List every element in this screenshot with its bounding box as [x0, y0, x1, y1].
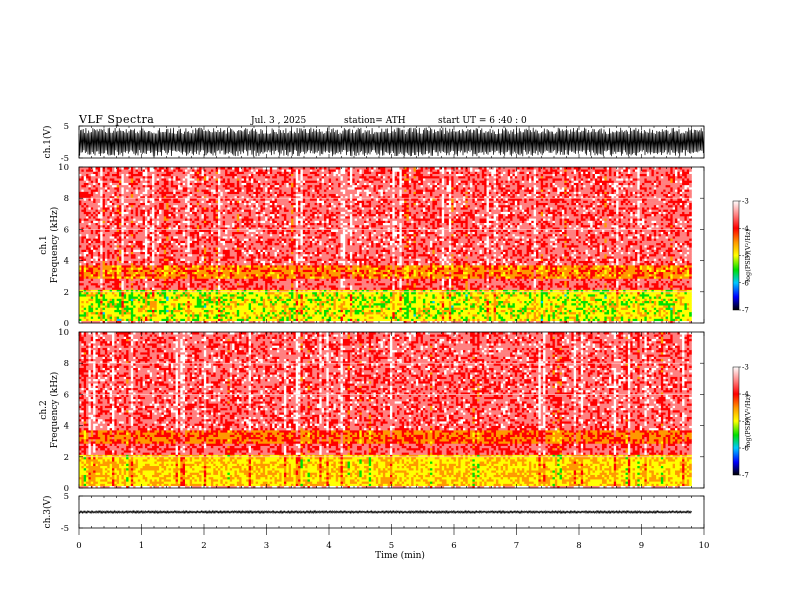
- ch1-spectrogram-ylabel-channel: ch.1: [39, 235, 49, 254]
- ch2-colorbar-tick: -3: [742, 364, 749, 372]
- x-tick-label: 9: [639, 541, 644, 551]
- figure-title: VLF Spectra: [78, 113, 154, 126]
- x-tick-label: 3: [264, 541, 269, 551]
- ch3-waveform-ytick: -5: [61, 524, 69, 534]
- time-axis: 0 1 2 3 4 5 6 7 8 9 10: [76, 528, 709, 551]
- ch1-colorbar-tick: -3: [742, 198, 749, 206]
- ch2-spectrogram-ytick: 6: [64, 390, 69, 400]
- ch2-spectrogram-ylabel-channel: ch.2: [39, 400, 49, 419]
- ch1-colorbar-bar: [733, 201, 739, 310]
- ch1-spectrogram-ytick: 6: [64, 225, 69, 235]
- x-axis-label: Time (min): [375, 550, 425, 561]
- ch2-spectrogram-ytick: 8: [64, 359, 69, 369]
- x-tick-label: 4: [326, 541, 331, 551]
- x-tick-label: 0: [76, 541, 81, 551]
- date-label: Jul. 3 , 2025: [250, 116, 306, 126]
- ch3-waveform-panel: 5 -5 ch.3(V): [42, 492, 704, 534]
- ch1-spectrogram-ylabel: Frequency (kHz): [49, 207, 60, 284]
- ch2-colorbar-bar: [733, 367, 739, 475]
- ch1-spectrogram-ytick: 10: [58, 163, 69, 173]
- vlf-spectra-figure: VLF Spectra Jul. 3 , 2025 station= ATH s…: [0, 0, 792, 612]
- ch1-waveform-trace: [79, 128, 704, 157]
- ch2-colorbar-label: log(PSD)(V²/Hz): [744, 394, 752, 447]
- x-tick-label: 7: [514, 541, 519, 551]
- ch3-waveform-ytick: 5: [64, 492, 69, 502]
- ch1-spectrogram-image: [79, 167, 692, 323]
- ch3-waveform-trace: [79, 511, 692, 513]
- ch1-spectrogram-ytick: 8: [64, 194, 69, 204]
- ch1-colorbar-tick: -7: [742, 307, 749, 315]
- start-ut-label: start UT = 6 :40 : 0: [438, 116, 527, 126]
- x-tick-label: 5: [389, 541, 394, 551]
- ch3-waveform-ylabel: ch.3(V): [42, 496, 53, 529]
- ch2-colorbar-tick: -7: [742, 472, 749, 480]
- ch2-spectrogram-ylabel: Frequency (kHz): [49, 372, 60, 449]
- x-tick-label: 10: [699, 541, 710, 551]
- x-tick-label: 2: [201, 541, 206, 551]
- ch1-spectrogram-ytick: 4: [64, 257, 69, 267]
- ch2-spectrogram-ytick: 4: [64, 422, 69, 432]
- ch1-waveform-ylabel: ch.1(V): [42, 126, 53, 159]
- x-tick-label: 8: [576, 541, 581, 551]
- ch1-colorbar-label: log(PSD)(V²/Hz): [744, 229, 752, 282]
- ch2-spectrogram-ytick: 2: [64, 453, 69, 463]
- ch2-spectrogram-image: [79, 332, 692, 488]
- ch1-spectrogram-ytick: 2: [64, 288, 69, 298]
- ch1-waveform-ytick: 5: [64, 122, 69, 132]
- ch1-waveform-panel: 5-5ch.1(V): [42, 122, 704, 164]
- x-tick-label: 1: [139, 541, 144, 551]
- ch2-spectrogram-ytick: 10: [58, 328, 69, 338]
- station-label: station= ATH: [344, 116, 406, 126]
- x-tick-label: 6: [451, 541, 456, 551]
